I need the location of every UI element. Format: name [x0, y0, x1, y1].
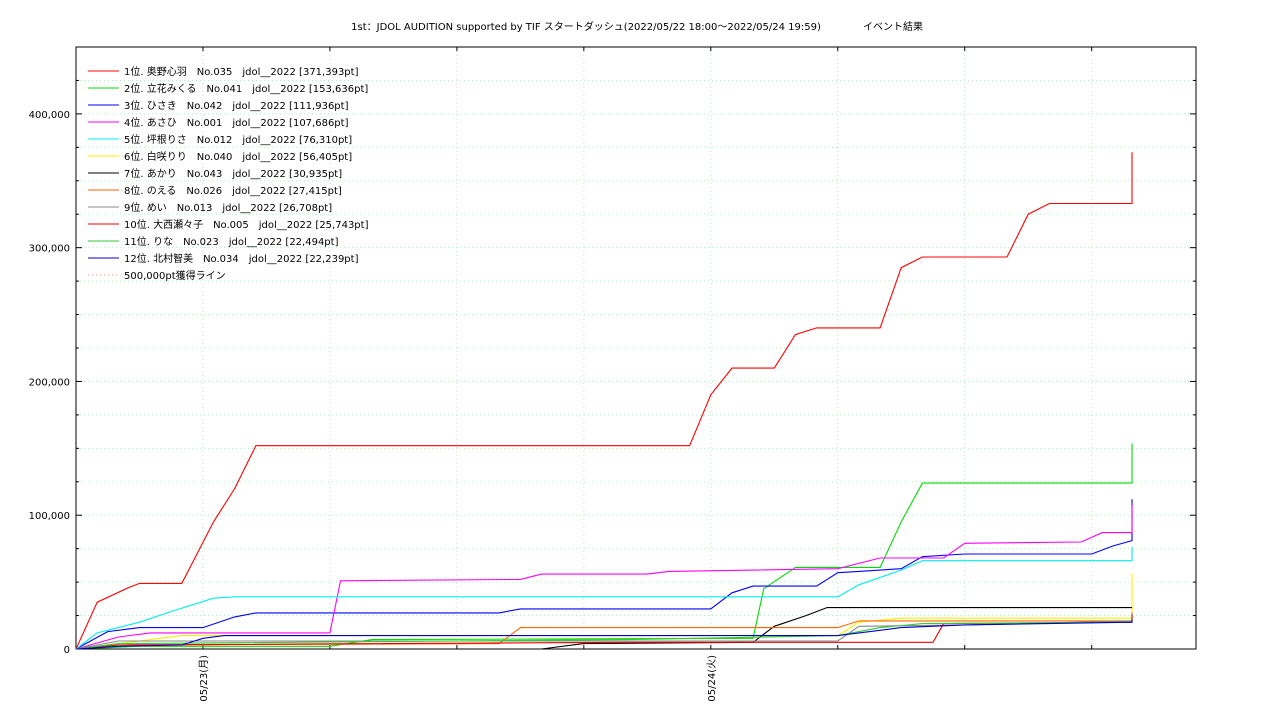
legend-label: 5位. 坪根りさ No.012 jdol__2022 [76,310pt]	[124, 133, 352, 146]
y-tick-label: 100,000	[29, 511, 70, 522]
legend: 1位. 奥野心羽 No.035 jdol__2022 [371,393pt] 2位…	[88, 65, 369, 282]
legend-label: 6位. 白咲りり No.040 jdol__2022 [56,405pt]	[124, 150, 352, 163]
axes: 0 100,000 200,000 300,000 400,000 05/23(月) 05/…	[29, 46, 1197, 702]
legend-label: 7位. あかり No.043 jdol__2022 [30,935pt]	[124, 167, 342, 180]
y-tick-label: 0	[64, 645, 70, 656]
chart-title: 1st：JDOL AUDITION supported by TIF スタートダ…	[351, 20, 821, 33]
series-line-1	[75, 152, 1133, 650]
series-line-7	[76, 606, 1133, 650]
x-tick-label: 05/24(火)	[706, 655, 718, 702]
series-line-10	[75, 614, 1133, 650]
legend-label: 12位. 北村智美 No.034 jdol__2022 [22,239pt]	[124, 252, 359, 265]
series-lines	[75, 152, 1133, 650]
legend-label: 9位. めい No.013 jdol__2022 [26,708pt]	[124, 201, 332, 214]
chart-subtitle: イベント結果	[863, 20, 923, 33]
series-line-12	[75, 619, 1133, 650]
grid-lines	[76, 47, 1196, 649]
series-line-6	[75, 573, 1133, 650]
series-line-5	[75, 546, 1133, 650]
y-tick-label: 300,000	[29, 244, 70, 255]
series-line-3	[75, 499, 1133, 650]
legend-label: 8位. のえる No.026 jdol__2022 [27,415pt]	[124, 184, 342, 197]
legend-label: 11位. りな No.023 jdol__2022 [22,494pt]	[124, 235, 339, 248]
legend-label: 4位. あさひ No.001 jdol__2022 [107,686pt]	[124, 116, 349, 129]
y-tick-label: 400,000	[29, 110, 70, 121]
legend-label: 2位. 立花みくる No.041 jdol__2022 [153,636pt]	[124, 82, 368, 95]
series-line-4	[75, 504, 1133, 650]
legend-label: 1位. 奥野心羽 No.035 jdol__2022 [371,393pt]	[124, 65, 359, 78]
x-tick-label: 05/23(月)	[198, 655, 210, 702]
series-line-2	[75, 443, 1133, 650]
legend-label: 500,000pt獲得ライン	[124, 269, 226, 282]
legend-label: 10位. 大西瀬々子 No.005 jdol__2022 [25,743pt]	[124, 218, 369, 231]
legend-label: 3位. ひさき No.042 jdol__2022 [111,936pt]	[124, 99, 349, 112]
y-tick-label: 200,000	[29, 377, 70, 388]
